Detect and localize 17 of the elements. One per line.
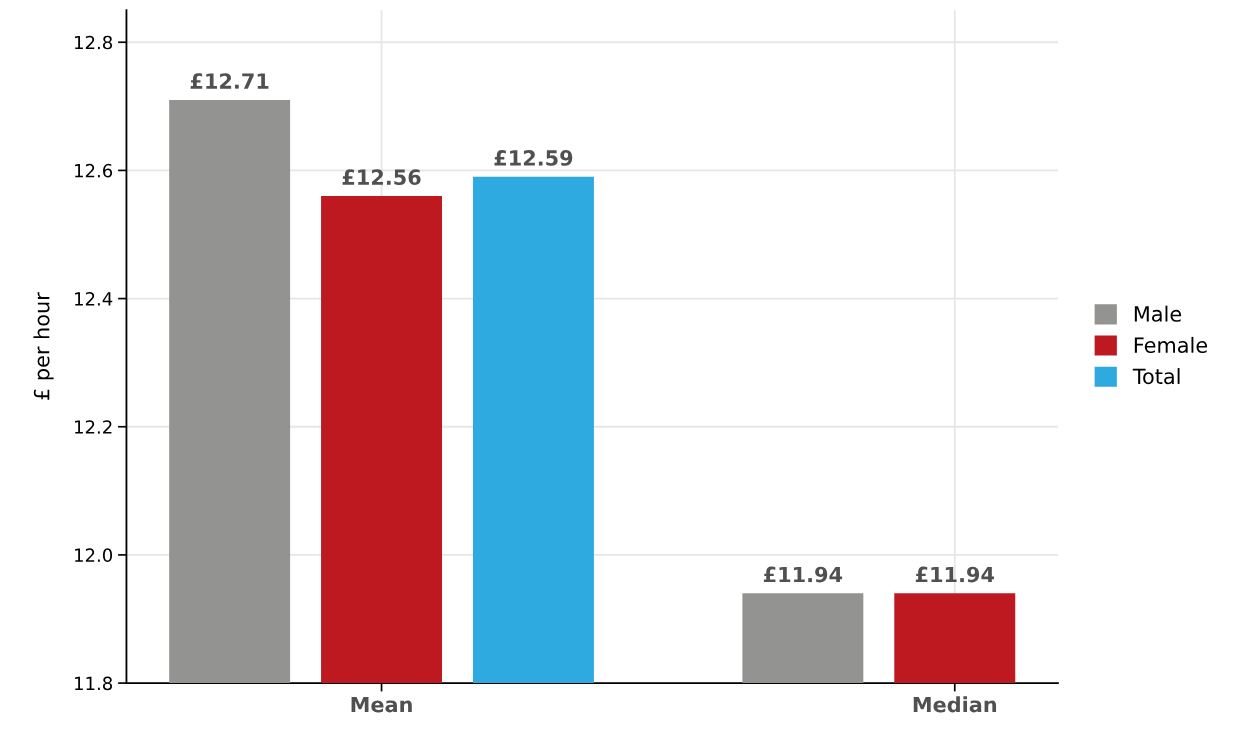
data-label: £12.59 bbox=[494, 150, 573, 166]
y-tick-label: 12.0 bbox=[75, 548, 113, 563]
data-label: £12.56 bbox=[342, 169, 421, 186]
y-tick-label: 11.8 bbox=[75, 676, 113, 691]
y-tick-label: 12.8 bbox=[75, 35, 113, 50]
data-label: £11.94 bbox=[915, 566, 994, 583]
y-axis-title: £ per hour bbox=[33, 292, 54, 400]
legend-label: Total bbox=[1132, 368, 1180, 385]
y-tick-label: 12.6 bbox=[75, 163, 113, 178]
data-label: £11.94 bbox=[763, 566, 843, 583]
y-tick-label: 12.2 bbox=[75, 420, 112, 434]
x-tick-label: Median bbox=[913, 696, 997, 713]
y-tick-label: 12.4 bbox=[75, 292, 113, 306]
data-label: £12.71 bbox=[190, 73, 269, 89]
x-tick-label: Mean bbox=[351, 696, 412, 713]
legend-label: Female bbox=[1134, 336, 1208, 353]
legend-label: Male bbox=[1134, 305, 1182, 322]
